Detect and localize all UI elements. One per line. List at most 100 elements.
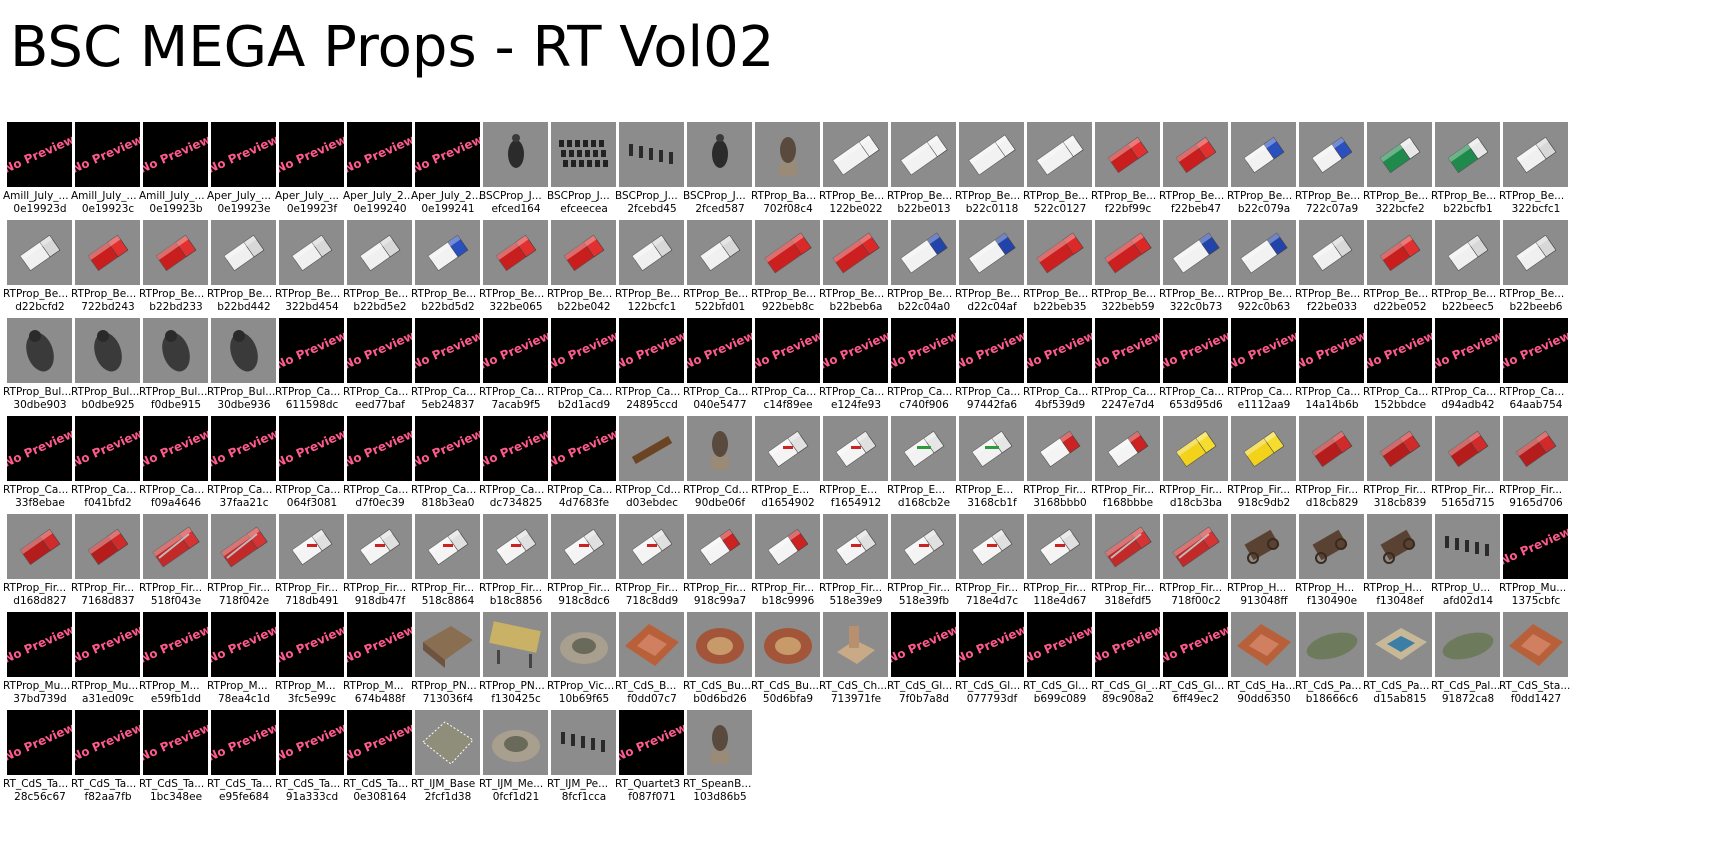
thumbnail-item[interactable]: No Preview RTProp_Ca... 818b3ea0 (411, 416, 489, 522)
thumbnail-item[interactable]: No Preview Amill_July_... 0e19923c (71, 122, 149, 228)
thumbnail-item[interactable]: RTProp_Be... b22c0118 (955, 122, 1033, 228)
thumbnail-item[interactable]: RTProp_Fir... 518e39e9 (819, 514, 897, 620)
thumbnail-item[interactable]: No Preview Aper_July_... 0e19923e (207, 122, 285, 228)
thumbnail-item[interactable]: No Preview RT_CdS_Gl... 077793df (955, 612, 1033, 718)
thumbnail-item[interactable]: No Preview RTProp_Ca... 5eb24837 (411, 318, 489, 424)
thumbnail-item[interactable]: RTProp_H... f13048ef (1363, 514, 1441, 620)
thumbnail-item[interactable]: RT_CdS_Sta... f0dd1427 (1499, 612, 1577, 718)
thumbnail-item[interactable]: RT_CdS_Bu... b0d6bd26 (683, 612, 761, 718)
thumbnail-item[interactable]: RTProp_Bul... 30dbe936 (207, 318, 285, 424)
thumbnail-item[interactable]: RTProp_Fir... d168d827 (3, 514, 81, 620)
thumbnail-item[interactable]: No Preview RT_CdS_Ta... 0e308164 (343, 710, 421, 816)
thumbnail-item[interactable]: RTProp_Be... b22c079a (1227, 122, 1305, 228)
thumbnail-item[interactable]: RTProp_Be... 922c0b63 (1227, 220, 1305, 326)
thumbnail-item[interactable]: RTProp_Fir... 718db491 (275, 514, 353, 620)
thumbnail-item[interactable]: No Preview RTProp_M... 3fc5e99c (275, 612, 353, 718)
thumbnail-item[interactable]: RTProp_Fir... 718f042e (207, 514, 285, 620)
thumbnail-item[interactable]: RTProp_Fir... 3168bbb0 (1023, 416, 1101, 522)
thumbnail-item[interactable]: RTProp_Bul... 30dbe903 (3, 318, 81, 424)
thumbnail-item[interactable]: RTProp_Be... 322c0b73 (1159, 220, 1237, 326)
thumbnail-item[interactable]: RTProp_Be... 122bcfc1 (615, 220, 693, 326)
thumbnail-item[interactable]: RTProp_Be... b22bcfb1 (1431, 122, 1509, 228)
thumbnail-item[interactable]: RTProp_PN... f130425c (479, 612, 557, 718)
thumbnail-item[interactable]: RTProp_Be... d22c04af (955, 220, 1033, 326)
thumbnail-item[interactable]: RTProp_Be... 322bcfe2 (1363, 122, 1441, 228)
thumbnail-item[interactable]: RTProp_Be... 322bd454 (275, 220, 353, 326)
thumbnail-item[interactable]: RTProp_Fir... 718e4d7c (955, 514, 1033, 620)
thumbnail-item[interactable]: RTProp_E... d168cb2e (887, 416, 965, 522)
thumbnail-item[interactable]: No Preview RTProp_Ca... 14a14b6b (1295, 318, 1373, 424)
thumbnail-item[interactable]: No Preview RTProp_Ca... f09a4646 (139, 416, 217, 522)
thumbnail-item[interactable]: No Preview RT_CdS_Ta... 28c56c67 (3, 710, 81, 816)
thumbnail-item[interactable]: RTProp_Be... 722c07a9 (1295, 122, 1373, 228)
thumbnail-item[interactable]: No Preview RTProp_Ca... 2247e7d4 (1091, 318, 1169, 424)
thumbnail-item[interactable]: RTProp_Ba... 702f08c4 (751, 122, 829, 228)
thumbnail-item[interactable]: No Preview RTProp_Ca... 4bf539d9 (1023, 318, 1101, 424)
thumbnail-item[interactable]: No Preview RT_CdS_Gl... 7f0b7a8d (887, 612, 965, 718)
thumbnail-item[interactable]: RTProp_Fir... 918c8dc6 (547, 514, 625, 620)
thumbnail-item[interactable]: No Preview RTProp_Ca... 611598dc (275, 318, 353, 424)
thumbnail-item[interactable]: No Preview RT_CdS_Gl... b699c089 (1023, 612, 1101, 718)
thumbnail-item[interactable]: RTProp_Fir... b18c8856 (479, 514, 557, 620)
thumbnail-item[interactable]: RTProp_Fir... 518e39fb (887, 514, 965, 620)
thumbnail-item[interactable]: RTProp_Fir... 718c8dd9 (615, 514, 693, 620)
thumbnail-item[interactable]: No Preview RT_CdS_Ta... e95fe684 (207, 710, 285, 816)
thumbnail-item[interactable]: No Preview RTProp_Ca... 7acab9f5 (479, 318, 557, 424)
thumbnail-item[interactable]: RTProp_Fir... 518c8864 (411, 514, 489, 620)
thumbnail-item[interactable]: No Preview RTProp_Ca... d7f0ec39 (343, 416, 421, 522)
thumbnail-item[interactable]: No Preview RT_CdS_Ta... 1bc348ee (139, 710, 217, 816)
thumbnail-item[interactable]: No Preview RT_CdS_Ta... 91a333cd (275, 710, 353, 816)
thumbnail-item[interactable]: RTProp_Be... d22be052 (1363, 220, 1441, 326)
thumbnail-item[interactable]: RTProp_Fir... 118e4d67 (1023, 514, 1101, 620)
thumbnail-item[interactable]: RTProp_Fir... 918c99a7 (683, 514, 761, 620)
thumbnail-item[interactable]: RT_IJM_Pe... 8fcf1cca (547, 710, 625, 816)
thumbnail-item[interactable]: RTProp_Be... 722bd243 (71, 220, 149, 326)
thumbnail-item[interactable]: RTProp_Cd... 90dbe06f (683, 416, 761, 522)
thumbnail-item[interactable]: No Preview RTProp_M... e59fb1dd (139, 612, 217, 718)
thumbnail-item[interactable]: No Preview RTProp_Ca... 37faa21c (207, 416, 285, 522)
thumbnail-item[interactable]: RTProp_Be... b22beeb6 (1499, 220, 1577, 326)
thumbnail-item[interactable]: RTProp_Be... b22bd233 (139, 220, 217, 326)
thumbnail-item[interactable]: No Preview RTProp_Ca... e124fe93 (819, 318, 897, 424)
thumbnail-item[interactable]: No Preview RTProp_Ca... 4d7683fe (547, 416, 625, 522)
thumbnail-item[interactable]: BSCProp_J... efced164 (479, 122, 557, 228)
thumbnail-item[interactable]: RTProp_Be... 322bcfc1 (1499, 122, 1577, 228)
thumbnail-item[interactable]: RTProp_Fir... 5165d715 (1431, 416, 1509, 522)
thumbnail-item[interactable]: No Preview RTProp_M... 674b488f (343, 612, 421, 718)
thumbnail-item[interactable]: RTProp_Fir... 9165d706 (1499, 416, 1577, 522)
thumbnail-item[interactable]: No Preview RTProp_Ca... 33f8ebae (3, 416, 81, 522)
thumbnail-item[interactable]: No Preview RTProp_Ca... f041bfd2 (71, 416, 149, 522)
thumbnail-item[interactable]: RTProp_Fir... 718f00c2 (1159, 514, 1237, 620)
thumbnail-item[interactable]: RTProp_H... 913048ff (1227, 514, 1305, 620)
thumbnail-item[interactable]: RTProp_Vic... 10b69f65 (547, 612, 625, 718)
thumbnail-item[interactable]: RT_CdS_Ha... 90dd6350 (1227, 612, 1305, 718)
thumbnail-item[interactable]: No Preview RTProp_Ca... eed77baf (343, 318, 421, 424)
thumbnail-item[interactable]: RTProp_Fir... d18cb3ba (1159, 416, 1237, 522)
thumbnail-item[interactable]: No Preview RTProp_Ca... 653d95d6 (1159, 318, 1237, 424)
thumbnail-item[interactable]: RTProp_Be... f22be033 (1295, 220, 1373, 326)
thumbnail-item[interactable]: RTProp_Fir... b18c9996 (751, 514, 829, 620)
thumbnail-item[interactable]: RT_CdS_Pa... b18666c6 (1295, 612, 1373, 718)
thumbnail-item[interactable]: RTProp_Be... b22bd442 (207, 220, 285, 326)
thumbnail-item[interactable]: RTProp_Be... b22c04a0 (887, 220, 965, 326)
thumbnail-item[interactable]: No Preview RTProp_Ca... 152bbdce (1363, 318, 1441, 424)
thumbnail-item[interactable]: RTProp_Bul... b0dbe925 (71, 318, 149, 424)
thumbnail-item[interactable]: RTProp_E... f1654912 (819, 416, 897, 522)
thumbnail-item[interactable]: RTProp_Fir... 7168d837 (71, 514, 149, 620)
thumbnail-item[interactable]: No Preview Aper_July_... 0e19923f (275, 122, 353, 228)
thumbnail-item[interactable]: RTProp_E... d1654902 (751, 416, 829, 522)
thumbnail-item[interactable]: RT_CdS_Bu... 50d6bfa9 (751, 612, 829, 718)
thumbnail-item[interactable]: No Preview RT_CdS_Gl_... 89c908a2 (1091, 612, 1169, 718)
thumbnail-item[interactable]: RTProp_Be... b22bd5e2 (343, 220, 421, 326)
thumbnail-item[interactable]: RT_CdS_Pal... 91872ca8 (1431, 612, 1509, 718)
thumbnail-item[interactable]: RTProp_Be... 922beb8c (751, 220, 829, 326)
thumbnail-item[interactable]: RTProp_Be... f22beb47 (1159, 122, 1237, 228)
thumbnail-item[interactable]: No Preview RTProp_Ca... dc734825 (479, 416, 557, 522)
thumbnail-item[interactable]: RTProp_Be... b22beb35 (1023, 220, 1101, 326)
thumbnail-item[interactable]: BSCProp_J... 2fced587 (683, 122, 761, 228)
thumbnail-item[interactable]: No Preview Amill_July_... 0e19923b (139, 122, 217, 228)
thumbnail-item[interactable]: No Preview RTProp_M... 78ea4c1d (207, 612, 285, 718)
thumbnail-item[interactable]: RTProp_Cd... d03ebdec (615, 416, 693, 522)
thumbnail-item[interactable]: RT_IJM_Base 2fcf1d38 (411, 710, 489, 816)
thumbnail-item[interactable]: RT_CdS_Ch... 713971fe (819, 612, 897, 718)
